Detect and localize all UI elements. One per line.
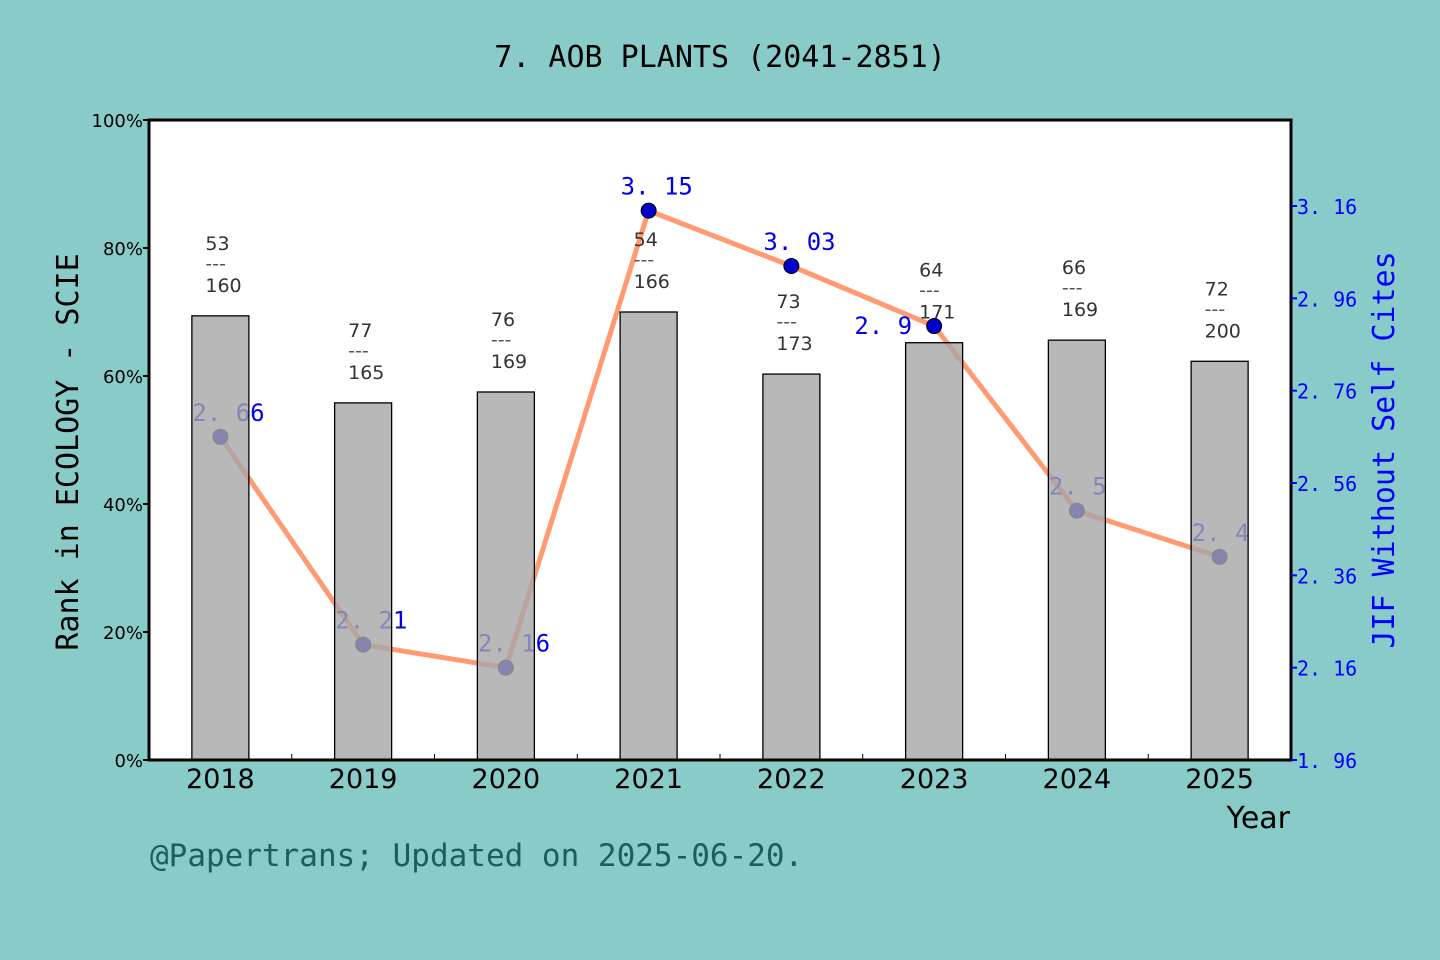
total-label: 169 — [491, 351, 527, 373]
jif-marker — [783, 258, 800, 275]
y2-tick-label: 2. 76 — [1297, 380, 1357, 404]
rank-label: 72 — [1205, 278, 1229, 300]
y-tick-label: 0% — [114, 751, 143, 772]
rank-separator: --- — [919, 280, 940, 302]
y-tick-label: 80% — [103, 239, 143, 260]
y-tick-label: 40% — [103, 495, 143, 516]
rank-bar — [619, 311, 678, 761]
jif-marker — [926, 318, 943, 335]
jif-value-label: 2. 9 — [854, 312, 912, 340]
total-label: 160 — [205, 275, 241, 297]
rank-separator: --- — [348, 340, 369, 362]
total-label: 166 — [634, 271, 670, 293]
jif-marker — [640, 202, 657, 219]
rank-separator: --- — [634, 249, 655, 271]
rank-separator: --- — [205, 253, 226, 275]
rank-label: 53 — [205, 233, 229, 255]
rank-label: 76 — [491, 309, 515, 331]
rank-bar — [1047, 339, 1107, 761]
x-tick-label: 2023 — [900, 764, 969, 795]
y-tick-label: 60% — [103, 367, 143, 388]
rank-label: 66 — [1062, 257, 1086, 279]
jif-value-label: 3. 15 — [621, 173, 693, 201]
x-tick-label: 2024 — [1043, 764, 1112, 795]
y-tick-label: 20% — [103, 623, 143, 644]
rank-separator: --- — [776, 311, 797, 333]
total-label: 171 — [919, 302, 955, 324]
plot-area — [149, 120, 1291, 760]
x-tick-label: 2020 — [472, 764, 541, 795]
y2-tick-label: 2. 36 — [1297, 564, 1357, 588]
jif-value-label: 3. 03 — [763, 228, 835, 256]
rank-bar — [904, 342, 964, 761]
y-axis-label: Rank in ECOLOGY - SCIE — [51, 253, 86, 650]
x-tick-label: 2022 — [757, 764, 826, 795]
y2-tick-label: 2. 56 — [1297, 472, 1357, 496]
rank-label: 64 — [919, 260, 943, 282]
rank-separator: --- — [1062, 277, 1083, 299]
y2-tick-label: 2. 96 — [1297, 287, 1357, 311]
y2-tick-label: 2. 16 — [1297, 657, 1357, 681]
y2-tick-label: 1. 96 — [1297, 749, 1357, 773]
total-label: 165 — [348, 362, 384, 384]
rank-separator: --- — [1205, 298, 1226, 320]
rank-bar — [1190, 360, 1249, 761]
rank-label: 77 — [348, 320, 372, 342]
chart-title: 7. AOB PLANTS (2041-2851) — [494, 40, 946, 75]
x-tick-label: 2018 — [186, 764, 255, 795]
total-label: 200 — [1205, 320, 1241, 342]
footer-credit: @Papertrans; Updated on 2025-06-20. — [150, 838, 803, 874]
total-label: 169 — [1062, 299, 1098, 321]
rank-separator: --- — [491, 329, 512, 351]
x-tick-label: 2025 — [1185, 764, 1254, 795]
rank-bar — [333, 402, 393, 761]
rank-label: 73 — [776, 291, 800, 313]
rank-bar — [191, 315, 250, 761]
y-tick-label: 100% — [92, 111, 143, 132]
x-axis-label: Year — [1225, 801, 1290, 836]
rank-label: 54 — [634, 229, 658, 251]
rank-bar — [762, 373, 821, 761]
x-tick-label: 2021 — [614, 764, 683, 795]
total-label: 173 — [776, 333, 812, 355]
y2-axis-label: JIF Without Self Cites — [1367, 251, 1402, 648]
x-tick-label: 2019 — [329, 764, 398, 795]
rank-bar — [476, 391, 536, 761]
y2-tick-label: 3. 16 — [1297, 195, 1357, 219]
